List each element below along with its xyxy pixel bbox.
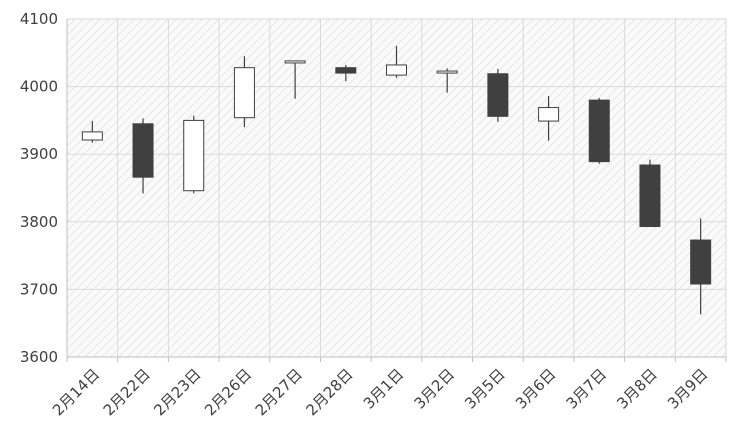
candle-body-down (639, 164, 661, 228)
candle-8 (487, 69, 509, 122)
gridlines (66, 18, 727, 358)
candle-7 (436, 68, 458, 93)
x-tick-label: 3月5日 (461, 365, 508, 412)
candle-body-up (436, 70, 458, 74)
candle-11 (639, 159, 661, 228)
candle-10 (588, 98, 610, 164)
x-tick-label: 3月9日 (664, 365, 711, 412)
x-tick-label: 2月26日 (201, 365, 255, 419)
axes (66, 19, 727, 362)
x-tick-label: 2月27日 (252, 365, 306, 419)
candle-body-up (538, 107, 560, 122)
x-tick-label: 3月6日 (512, 365, 559, 412)
candle-0 (81, 121, 103, 143)
candle-2 (183, 115, 205, 194)
candle-5 (335, 64, 357, 82)
x-tick-label: 2月23日 (150, 365, 204, 419)
candle-1 (132, 118, 154, 194)
x-tick-label: 2月22日 (100, 365, 154, 419)
candle-3 (233, 56, 255, 128)
candle-9 (538, 96, 560, 141)
y-tick-label: 3800 (20, 213, 58, 231)
x-tick-label: 3月1日 (360, 365, 407, 412)
x-tick-label: 2月14日 (49, 365, 103, 419)
candle-body-up (284, 60, 306, 64)
y-tick-label: 3700 (20, 280, 58, 298)
x-tick-label: 3月8日 (613, 365, 660, 412)
candle-4 (284, 60, 306, 99)
y-tick-label: 4000 (20, 78, 58, 96)
candles (81, 46, 712, 315)
candle-12 (690, 218, 712, 315)
x-tick-label: 3月7日 (563, 365, 610, 412)
candle-body-down (690, 239, 712, 285)
candle-body-down (132, 123, 154, 178)
y-tick-label: 3600 (20, 348, 58, 366)
x-tick-label: 2月28日 (302, 365, 356, 419)
x-tick-label: 3月2日 (411, 365, 458, 412)
y-tick-label: 3900 (20, 145, 58, 163)
candle-body-up (81, 131, 103, 141)
candle-body-down (588, 99, 610, 163)
y-tick-label: 4100 (20, 10, 58, 28)
candle-body-up (233, 67, 255, 119)
candle-body-down (335, 67, 357, 74)
candle-body-up (183, 119, 205, 192)
candle-6 (386, 46, 407, 78)
candle-body-up (386, 64, 407, 76)
candle-body-down (487, 73, 509, 117)
